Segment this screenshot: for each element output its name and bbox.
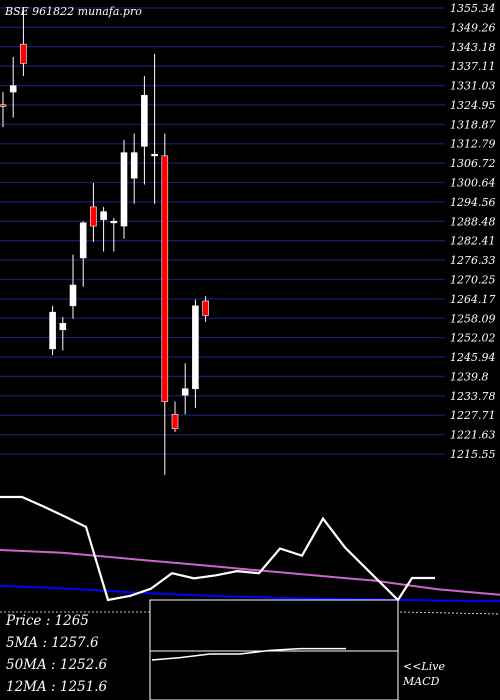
candle-up: [120, 152, 128, 227]
candle-up: [151, 153, 158, 157]
y-tick-label: 1264.17: [450, 293, 496, 306]
y-tick-label: 1227.71: [450, 409, 496, 422]
y-tick-label: 1337.11: [450, 60, 496, 73]
candle-up: [69, 284, 77, 307]
price-value: Price : 1265: [6, 613, 89, 629]
price-axis-labels: 1355.34 1349.26 1343.18 1337.11 1331.03 1324.…: [450, 2, 496, 461]
candle-up: [192, 305, 199, 390]
info-box: Price : 1265 5MA : 1257.6 50MA : 1252.6 …: [6, 610, 107, 698]
y-tick-label: 1306.72: [450, 157, 496, 170]
chart-title: BSE 961822 munafa.pro: [4, 5, 142, 18]
y-tick-label: 1300.64: [450, 177, 496, 190]
y-tick-label: 1258.09: [450, 312, 496, 325]
y-tick-label: 1349.26: [450, 21, 496, 34]
candle-up: [9, 85, 17, 93]
y-tick-label: 1239.8: [450, 370, 489, 383]
candle-up: [49, 311, 56, 350]
y-tick-label: 1288.48: [450, 215, 496, 228]
y-tick-label: 1221.63: [450, 429, 496, 442]
live-label: <<Live: [403, 660, 445, 673]
y-tick-label: 1343.18: [450, 41, 496, 54]
ma-slow-line: [0, 585, 500, 602]
y-tick-label: 1318.87: [450, 118, 496, 131]
ma-dotted-line-right: [399, 611, 500, 615]
ma12-value: 12MA : 1251.6: [6, 679, 108, 695]
moving-average-panel: [0, 495, 500, 615]
candle-down: [161, 155, 169, 402]
candle-down: [90, 206, 97, 227]
macd-panel: [149, 599, 399, 700]
candle-down: [171, 413, 179, 429]
candlestick-series: [0, 7, 209, 475]
y-tick-label: 1245.94: [450, 351, 496, 364]
y-tick-label: 1233.78: [450, 390, 496, 403]
candle-up: [181, 388, 189, 396]
candle-down: [202, 300, 209, 316]
candle-down: [0, 104, 7, 107]
macd-legend: <<Live MACD: [403, 659, 445, 689]
macd-line: [151, 647, 346, 661]
ma5-value: 5MA : 1257.6: [6, 635, 99, 651]
y-tick-label: 1282.41: [450, 235, 496, 248]
y-tick-label: 1294.56: [450, 196, 496, 209]
y-tick-label: 1331.03: [450, 80, 496, 93]
y-tick-label: 1312.79: [450, 138, 496, 151]
ma-long-line: [0, 549, 500, 596]
y-tick-label: 1270.25: [450, 273, 496, 286]
ma-short-line: [0, 495, 435, 602]
ma50-value: 50MA : 1252.6: [6, 657, 108, 673]
candle-down: [20, 43, 27, 64]
price-gridlines: [0, 7, 445, 455]
candle-up: [130, 152, 138, 179]
y-tick-label: 1252.02: [450, 332, 496, 345]
y-tick-label: 1324.95: [450, 99, 496, 112]
macd-label: MACD: [403, 675, 440, 688]
candle-up: [141, 94, 148, 147]
y-tick-label: 1215.55: [450, 448, 496, 461]
candle-up: [79, 222, 87, 259]
candle-up: [110, 220, 118, 224]
y-tick-label: 1276.33: [450, 254, 496, 267]
candle-up: [100, 211, 107, 220]
candle-up: [59, 323, 67, 331]
y-tick-label: 1355.34: [450, 2, 496, 15]
